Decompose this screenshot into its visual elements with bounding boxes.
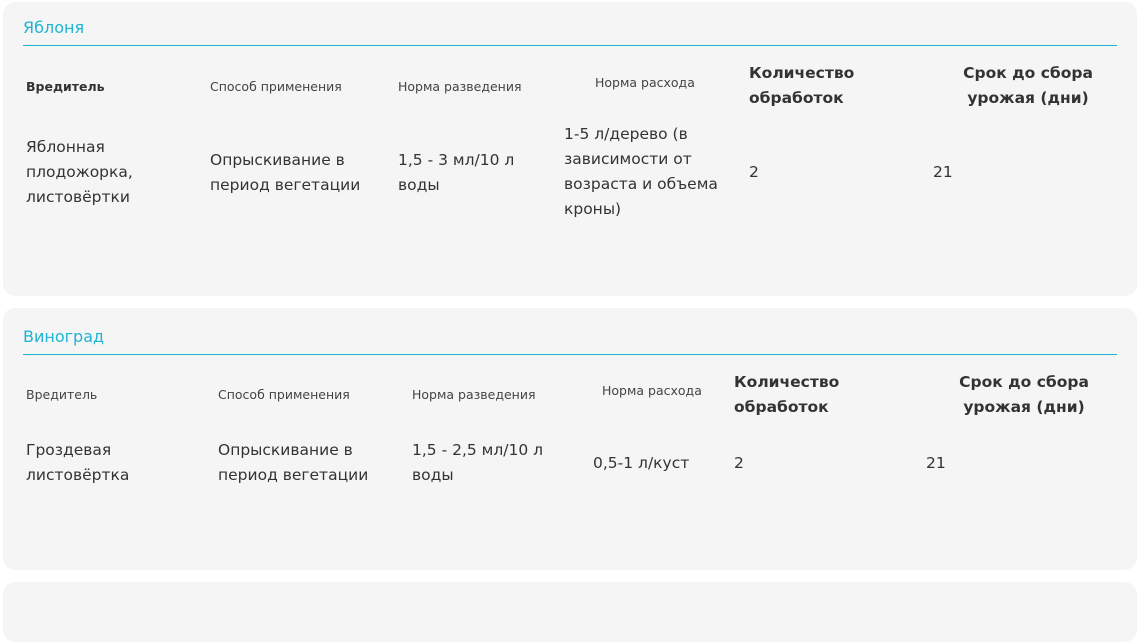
cell-count: 2 xyxy=(749,163,759,181)
header-count: Количество обработок xyxy=(749,64,855,107)
header-consumption: Норма расхода xyxy=(602,383,702,398)
header-pest: Вредитель xyxy=(26,79,105,94)
header-harvest: Срок до сбора урожая (дни) xyxy=(963,64,1093,107)
divider xyxy=(23,45,1117,46)
cell-harvest: 21 xyxy=(933,163,953,181)
cell-harvest: 21 xyxy=(926,454,946,472)
card-title: Яблоня xyxy=(23,18,85,37)
cell-method: Опрыскивание в период вегетации xyxy=(218,441,369,484)
card-title: Виноград xyxy=(23,327,105,346)
divider xyxy=(23,354,1117,355)
cell-consumption: 1-5 л/дерево (в зависимости от возраста … xyxy=(564,125,718,218)
cell-pest: Гроздевая листовёртка xyxy=(26,441,130,484)
cell-consumption: 0,5-1 л/куст xyxy=(593,454,690,472)
cell-method: Опрыскивание в период вегетации xyxy=(210,151,361,194)
cell-pest: Яблонная плодожорка, листовёртки xyxy=(26,138,133,206)
card-apple: Яблоня Вредитель Способ применения Норма… xyxy=(3,2,1137,296)
header-harvest: Срок до сбора урожая (дни) xyxy=(959,373,1089,416)
header-consumption: Норма расхода xyxy=(595,75,695,90)
card-grape: Виноград Вредитель Способ применения Нор… xyxy=(3,308,1137,570)
header-pest: Вредитель xyxy=(26,387,98,402)
header-dilution: Норма разведения xyxy=(398,79,522,94)
header-method: Способ применения xyxy=(218,387,350,402)
header-count: Количество обработок xyxy=(734,373,840,416)
cell-dilution: 1,5 - 3 мл/10 л воды xyxy=(398,151,515,194)
cell-count: 2 xyxy=(734,454,744,472)
card-next xyxy=(3,582,1137,642)
header-dilution: Норма разведения xyxy=(412,387,536,402)
header-method: Способ применения xyxy=(210,79,342,94)
cell-dilution: 1,5 - 2,5 мл/10 л воды xyxy=(412,441,544,484)
